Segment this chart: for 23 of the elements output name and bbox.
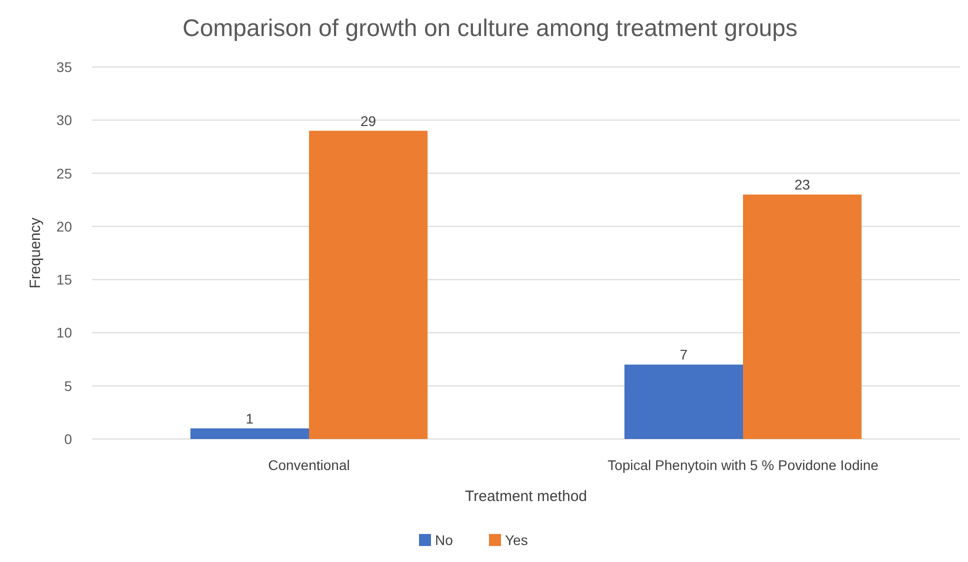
x-tick-label: Topical Phenytoin with 5 % Povidone Iodine — [608, 457, 879, 473]
y-tick-label: 30 — [56, 112, 72, 128]
y-tick-label: 20 — [56, 218, 72, 234]
bar — [743, 194, 862, 439]
bar — [190, 428, 309, 439]
data-label: 29 — [360, 112, 376, 129]
y-axis-title: Frequency — [27, 217, 44, 288]
bar — [309, 130, 428, 439]
data-label: 23 — [794, 176, 810, 193]
y-tick-label: 25 — [56, 165, 72, 182]
bar — [624, 364, 743, 439]
y-tick-label: 5 — [64, 378, 72, 394]
legend-label: Yes — [505, 532, 528, 548]
y-tick-label: 35 — [56, 59, 72, 75]
x-tick-label: Conventional — [268, 457, 350, 473]
data-label: 1 — [246, 410, 254, 426]
chart-title: Comparison of growth on culture among treatment groups — [182, 15, 798, 42]
data-label: 7 — [680, 346, 688, 363]
y-tick-label: 10 — [56, 324, 72, 341]
x-axis-title: Treatment method — [465, 488, 587, 505]
legend-label: No — [435, 532, 454, 548]
y-tick-label: 15 — [56, 272, 72, 288]
y-tick-label: 0 — [64, 431, 72, 447]
